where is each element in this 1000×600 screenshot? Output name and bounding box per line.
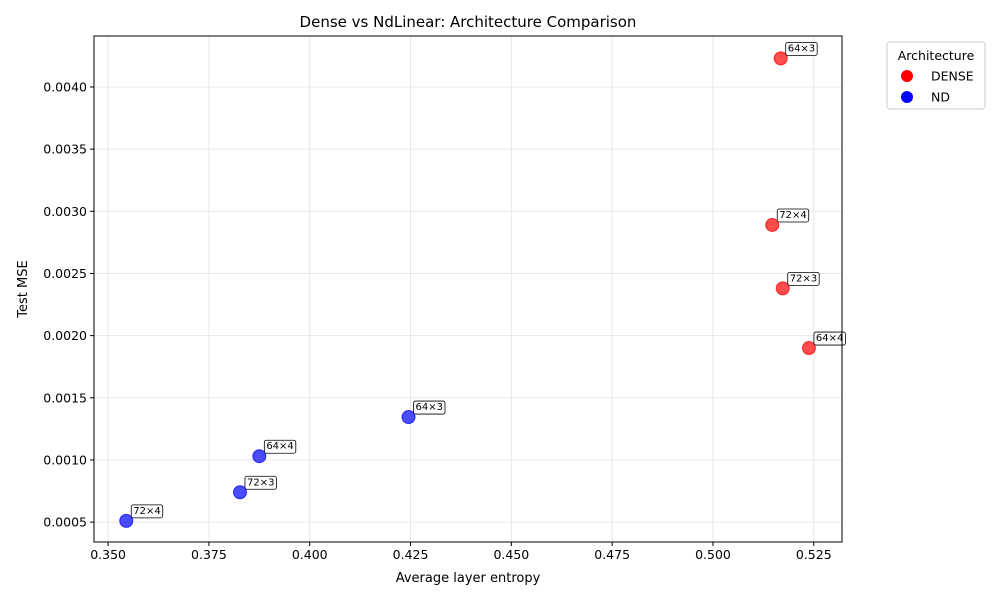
y-tick-label: 0.0025 [43, 266, 87, 281]
point-label: 64×3 [785, 41, 818, 56]
point-dense-64×3 [773, 51, 788, 66]
point-label-text: 64×4 [266, 441, 293, 452]
point-label-text: 64×4 [816, 333, 843, 344]
y-tick-label: 0.0020 [43, 328, 87, 343]
x-axis: 0.350 0.375 0.400 0.425 0.450 0.475 0.500 0.525 [90, 542, 832, 562]
point-dense-72×4 [765, 217, 780, 232]
point-label-text: 64×3 [416, 402, 443, 413]
plot-frame [93, 35, 843, 543]
point-label-text: 72×4 [779, 210, 806, 221]
y-tick-label: 0.0040 [43, 79, 87, 94]
grid [94, 36, 842, 542]
point-nd-64×3 [401, 410, 416, 425]
y-axis-title: Test MSE [16, 260, 31, 318]
legend-entries: DENSE ND [901, 69, 974, 105]
point-label-box [785, 41, 818, 56]
point-nd-72×4 [119, 513, 134, 528]
point-label-box [263, 439, 297, 454]
point-label: 64×3 [413, 400, 446, 415]
y-tick-label: 0.0005 [43, 515, 87, 530]
point-label-text: 72×4 [133, 506, 160, 517]
x-tick-label: 0.350 [90, 547, 126, 562]
point-label: 72×4 [776, 208, 810, 223]
x-tick-label: 0.450 [493, 547, 529, 562]
legend-marker-dense [901, 70, 913, 82]
point-dense-64×4 [801, 341, 816, 356]
x-axis-title: Average layer entropy [396, 571, 541, 586]
legend-label-nd: ND [931, 90, 950, 105]
point-label-text: 64×3 [788, 43, 815, 54]
point-nd-64×4 [252, 449, 267, 464]
point-label-box [244, 475, 277, 490]
y-axis: 0.0005 0.0010 0.0015 0.0020 0.0025 0.0030 0.00… [43, 79, 94, 530]
legend-marker-nd [901, 91, 913, 103]
y-tick-label: 0.0010 [43, 452, 87, 467]
y-tick-label: 0.0030 [43, 204, 87, 219]
x-tick-label: 0.375 [191, 547, 227, 562]
x-tick-label: 0.525 [796, 547, 832, 562]
chart-title: Dense vs NdLinear: Architecture Comparis… [300, 13, 637, 31]
point-label: 72×4 [130, 504, 164, 519]
point-label-box [776, 208, 810, 223]
point-nd-72×3 [232, 485, 247, 500]
point-label-text: 72×3 [790, 273, 817, 284]
data-points [119, 51, 816, 528]
point-label-box [130, 504, 164, 519]
legend-title: Architecture [898, 48, 975, 63]
x-tick-label: 0.475 [594, 547, 630, 562]
point-label-text: 72×3 [247, 477, 274, 488]
point-label: 64×4 [263, 439, 297, 454]
point-labels: 64×3 72×4 72×3 64×4 64×3 64×4 72×3 72×4 [130, 41, 846, 519]
x-tick-label: 0.400 [292, 547, 328, 562]
point-label-box [413, 400, 446, 415]
point-label-box [813, 331, 846, 346]
point-label-box [787, 271, 820, 286]
point-label: 72×3 [787, 271, 820, 286]
legend-box [886, 41, 986, 110]
y-tick-label: 0.0015 [43, 390, 87, 405]
x-tick-label: 0.425 [393, 547, 429, 562]
y-tick-label: 0.0035 [43, 142, 87, 157]
legend-label-dense: DENSE [931, 69, 974, 84]
x-tick-label: 0.500 [695, 547, 731, 562]
point-dense-72×3 [775, 281, 790, 296]
point-label: 72×3 [244, 475, 277, 490]
point-label: 64×4 [813, 331, 846, 346]
legend: Architecture DENSE ND [886, 41, 986, 110]
